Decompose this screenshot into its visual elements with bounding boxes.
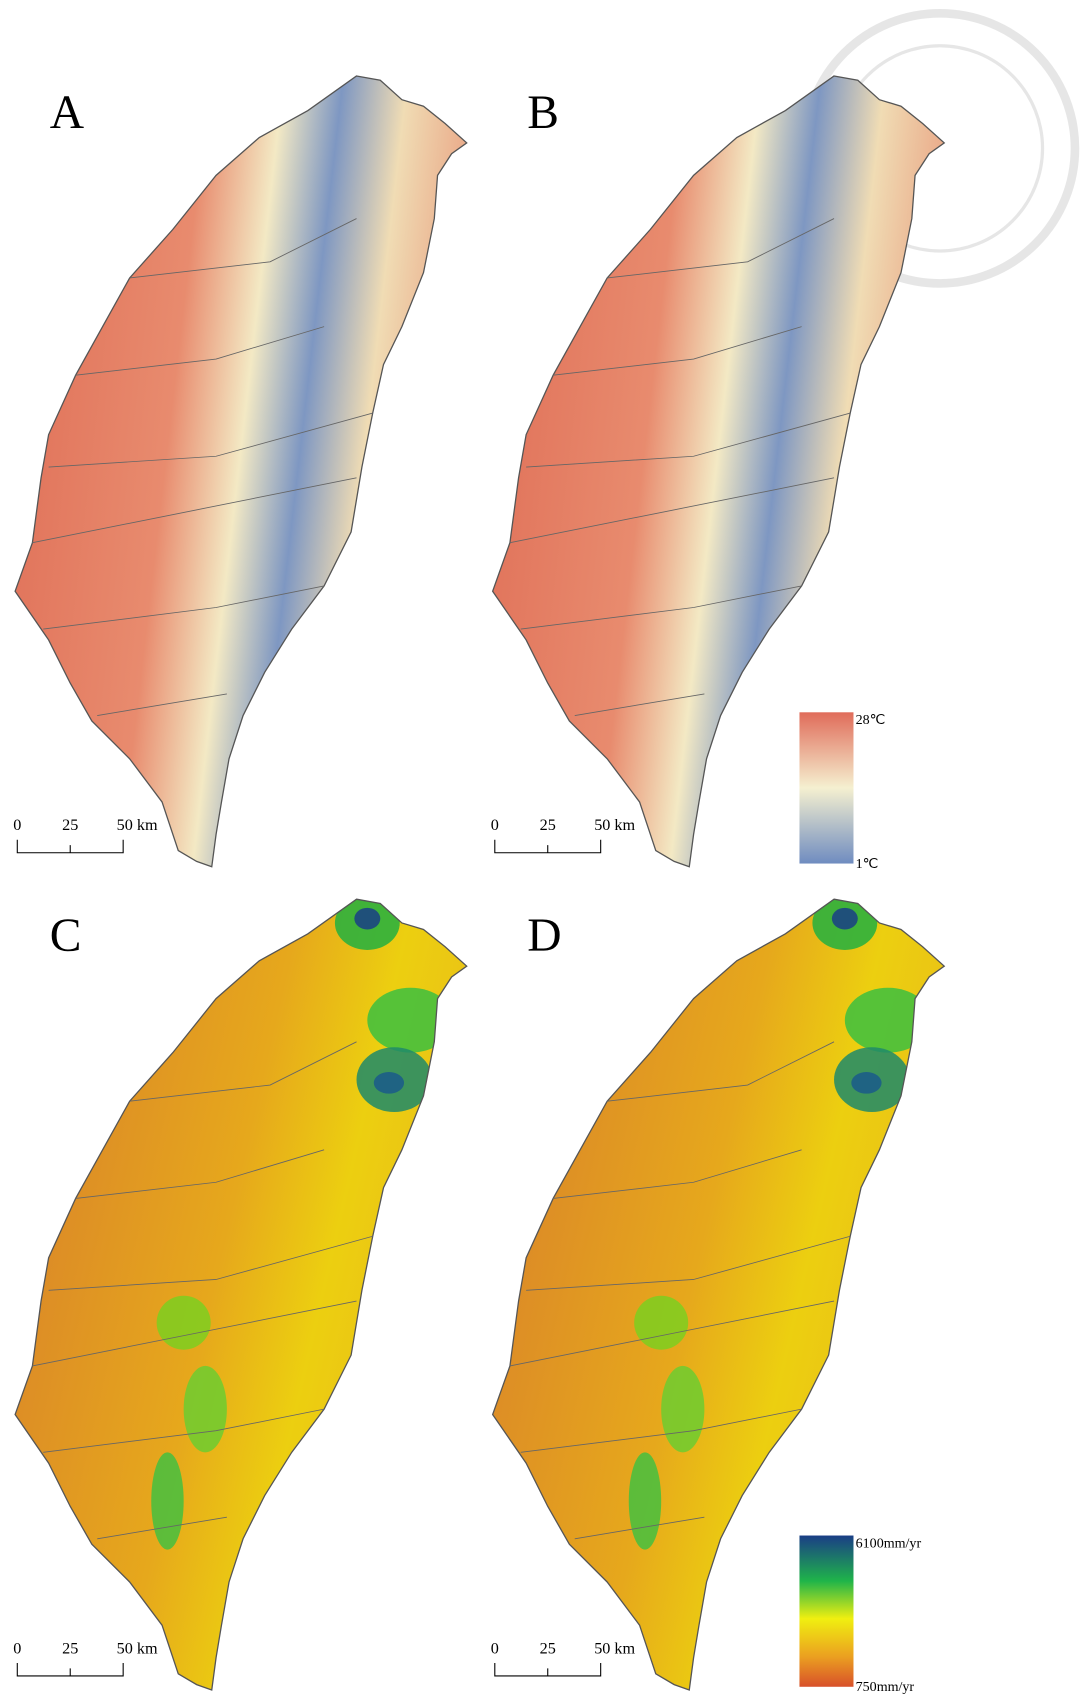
- scale-label: 25: [62, 1639, 78, 1657]
- map-panel: C 0 25 50 km: [0, 891, 475, 1699]
- panel-label: A: [50, 87, 84, 139]
- scale-bar: 0 25 50 km: [491, 816, 636, 853]
- rainfall-zone: [374, 1072, 404, 1094]
- scale-label: 0: [13, 1639, 21, 1657]
- panels: A 0 25 50 km B 0 25 50 km 28℃ 1℃ C 0 25 50 km D 0 25 50 k…: [0, 67, 953, 1699]
- rainfall-zone: [151, 1452, 183, 1549]
- rainfall-zone: [629, 1452, 661, 1549]
- legend-ramp: [799, 712, 853, 863]
- scale-label: 25: [540, 1639, 556, 1657]
- scale-bar: 0 25 50 km: [13, 1639, 158, 1676]
- legend-max: 6100mm/yr: [856, 1535, 922, 1551]
- legend: 28℃ 1℃: [799, 712, 885, 872]
- legend: 6100mm/yr 750mm/yr: [799, 1535, 921, 1695]
- panel-label: D: [527, 910, 561, 962]
- rainfall-zone: [634, 1296, 688, 1350]
- scale-line: [495, 840, 601, 853]
- scale-line: [17, 1663, 123, 1676]
- scale-label: 25: [540, 816, 556, 834]
- rainfall-zone: [367, 988, 453, 1053]
- raster: [478, 67, 953, 888]
- legend-max: 28℃: [856, 712, 886, 728]
- scale-line: [17, 840, 123, 853]
- legend-min: 750mm/yr: [856, 1679, 915, 1695]
- figure: A 0 25 50 km B 0 25 50 km 28℃ 1℃ C 0 25 50 km D 0 25 50 k…: [0, 0, 1089, 1699]
- map-fill: [0, 67, 475, 888]
- scale-label: 25: [62, 816, 78, 834]
- scale-label: 50 km: [117, 1639, 158, 1657]
- scale-label: 50 km: [594, 816, 635, 834]
- scale-bar: 0 25 50 km: [491, 1639, 636, 1676]
- rainfall-zone: [851, 1072, 881, 1094]
- rainfall-zone: [832, 908, 858, 930]
- scale-line: [495, 1663, 601, 1676]
- scale-label: 0: [491, 1639, 499, 1657]
- map-panel: D 0 25 50 km 6100mm/yr 750mm/yr: [478, 891, 953, 1699]
- scale-label: 50 km: [117, 816, 158, 834]
- map-panel: B 0 25 50 km 28℃ 1℃: [478, 67, 953, 888]
- scale-bar: 0 25 50 km: [13, 816, 158, 853]
- map-fill: [478, 891, 953, 1699]
- legend-min: 1℃: [856, 856, 879, 872]
- rainfall-zone: [354, 908, 380, 930]
- rainfall-zone: [661, 1366, 704, 1452]
- rainfall-zone: [184, 1366, 227, 1452]
- panel-label: C: [50, 910, 82, 962]
- map-fill: [0, 891, 475, 1699]
- panel-label: B: [527, 87, 559, 139]
- scale-label: 50 km: [594, 1639, 635, 1657]
- map-fill: [478, 67, 953, 888]
- map-panel: A 0 25 50 km: [0, 67, 475, 888]
- raster: [0, 67, 475, 888]
- rainfall-zone: [157, 1296, 211, 1350]
- scale-label: 0: [13, 816, 21, 834]
- scale-label: 0: [491, 816, 499, 834]
- legend-ramp: [799, 1536, 853, 1687]
- rainfall-zone: [845, 988, 931, 1053]
